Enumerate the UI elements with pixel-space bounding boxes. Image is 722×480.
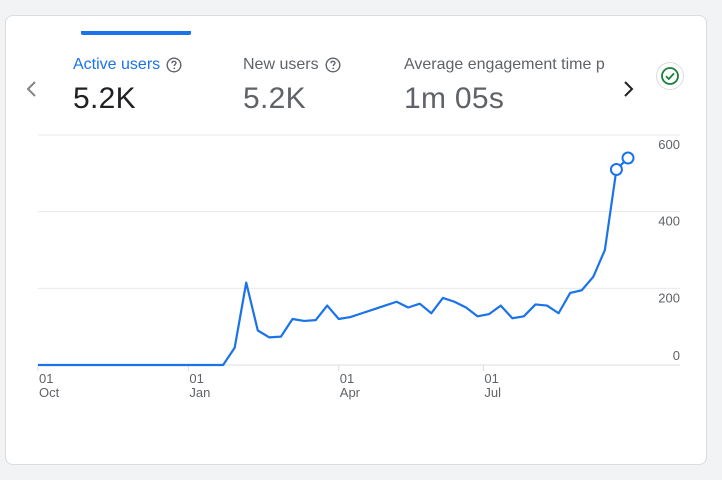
chart-grid [38, 134, 680, 366]
x-tick-day-label: 01 [189, 371, 203, 386]
x-tick-day-label: 01 [39, 371, 53, 386]
metric-value: 5.2K [73, 82, 136, 115]
y-tick-label: 200 [658, 290, 680, 305]
data-point-marker [621, 151, 635, 165]
metric-label: Active users [73, 56, 161, 73]
x-tick-month-label: Jan [189, 385, 210, 400]
x-tick-month-label: Apr [340, 385, 361, 400]
active-tab-indicator [81, 31, 191, 35]
active-users-card: Active users 5.2K New users 5.2K Average… [5, 15, 707, 465]
chevron-right-icon[interactable] [618, 79, 638, 99]
series-line [38, 157, 629, 367]
metric-value: 5.2K [243, 82, 306, 115]
metric-new-users[interactable]: New users 5.2K [243, 56, 341, 116]
y-axis-tick-labels: 0 200 400 600 [658, 137, 680, 363]
metric-label: New users [243, 56, 319, 73]
x-tick-day-label: 01 [484, 371, 498, 386]
metric-avg-engagement-time[interactable]: Average engagement time p 1m 05s [404, 56, 608, 116]
check-circle-icon[interactable] [656, 62, 684, 90]
y-tick-label: 400 [658, 214, 680, 229]
help-circle-icon[interactable] [166, 57, 182, 73]
chart-series [38, 151, 635, 367]
metric-active-users[interactable]: Active users 5.2K [73, 56, 182, 116]
data-point-marker [609, 163, 623, 176]
y-tick-label: 0 [673, 348, 680, 363]
metric-label: Average engagement time p [404, 56, 605, 73]
x-tick-month-label: Oct [39, 385, 60, 400]
help-circle-icon[interactable] [325, 57, 341, 73]
chevron-left-icon[interactable] [22, 79, 42, 99]
metric-value: 1m 05s [404, 82, 505, 115]
x-tick-month-label: Jul [484, 385, 501, 400]
y-tick-label: 600 [658, 137, 680, 152]
x-tick-day-label: 01 [340, 371, 354, 386]
